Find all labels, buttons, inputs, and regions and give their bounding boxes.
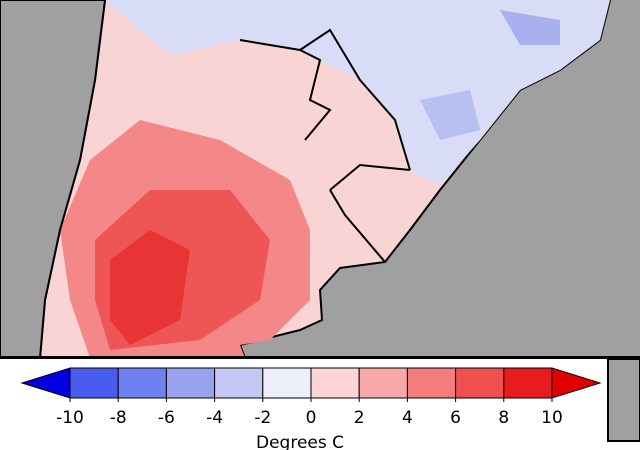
colorbar-segment (503, 367, 553, 399)
tick-label: -4 (206, 408, 223, 428)
colorbar-segment (165, 367, 216, 399)
tick-label: 0 (306, 408, 317, 428)
colorbar: -10 -8 -6 -4 -2 0 2 4 6 8 10 (20, 367, 602, 428)
colorbar-label: Degrees C (256, 433, 344, 450)
tick-label: -8 (110, 408, 127, 428)
colorbar-segment (262, 367, 312, 399)
tick-label: 6 (450, 408, 461, 428)
map (0, 0, 640, 359)
tick-label: 4 (402, 408, 413, 428)
colorbar-arrow (551, 367, 602, 399)
tick-label: 8 (498, 408, 509, 428)
tick-label: 2 (354, 408, 365, 428)
colorbar-segment (310, 367, 360, 399)
colorbar-segment (455, 367, 505, 399)
colorbar-arrow (20, 367, 71, 399)
tick-label: 10 (541, 408, 563, 428)
tick-label: -6 (158, 408, 175, 428)
colorbar-segment (117, 367, 167, 399)
colorbar-segment (69, 367, 119, 399)
tick-label: -10 (56, 408, 84, 428)
colorbar-segment (358, 367, 408, 399)
inset-box (607, 358, 640, 442)
colorbar-segment (214, 367, 264, 399)
tick-label: -2 (254, 408, 271, 428)
colorbar-segment (406, 367, 457, 399)
